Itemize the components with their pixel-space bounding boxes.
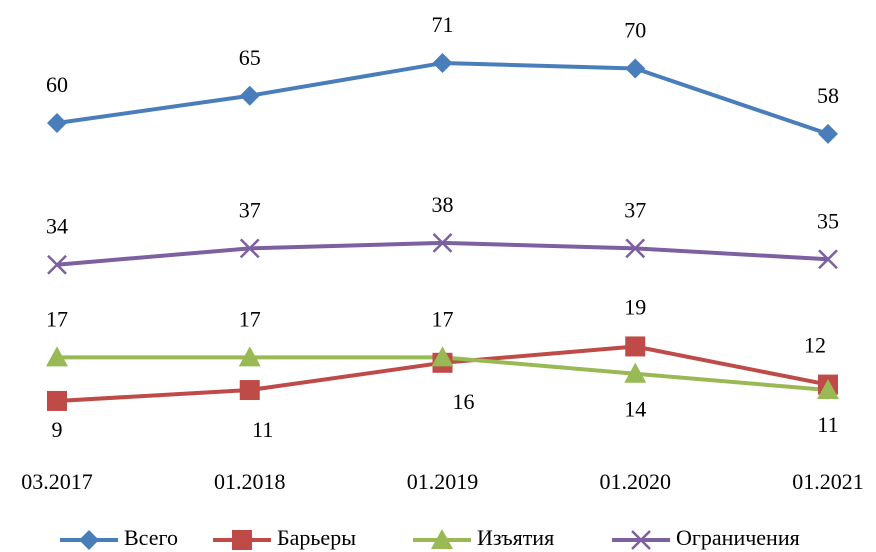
legend-label: Изъятия [477, 525, 554, 550]
series-line [56, 61, 829, 136]
data-label: 17 [46, 306, 68, 331]
x-tick-label: 03.2017 [21, 469, 93, 494]
data-label: 17 [432, 306, 454, 331]
data-point [432, 233, 453, 253]
data-point [431, 346, 454, 367]
data-label: 37 [624, 197, 646, 222]
data-point [818, 123, 838, 144]
data-point [818, 249, 838, 270]
x-tick-label: 01.2021 [792, 469, 864, 494]
x-tick-label: 01.2018 [214, 469, 286, 494]
data-label: 58 [817, 83, 839, 108]
data-label: 12 [804, 333, 826, 358]
data-label: 71 [432, 12, 454, 37]
data-point [239, 238, 260, 259]
data-point [817, 379, 839, 400]
data-point [47, 390, 67, 411]
data-point [47, 254, 67, 275]
data-label: 65 [239, 45, 261, 70]
x-tick-label: 01.2020 [600, 469, 672, 494]
data-label: 16 [453, 389, 475, 414]
data-point [239, 380, 260, 401]
legend-marker [631, 530, 651, 550]
legend-marker [79, 530, 99, 550]
legend-marker [232, 530, 252, 550]
data-point [46, 346, 68, 367]
data-label: 70 [624, 18, 646, 43]
series-line [56, 240, 829, 267]
data-label: 14 [624, 397, 646, 422]
data-label: 37 [239, 197, 261, 222]
data-point [625, 336, 646, 357]
data-label: 38 [432, 192, 454, 217]
legend-label: Всего [124, 525, 178, 550]
legend-label: Ограничения [676, 525, 800, 550]
data-label: 60 [46, 72, 68, 97]
data-label: 11 [252, 417, 273, 442]
data-label: 19 [624, 294, 646, 319]
data-point [625, 238, 646, 259]
data-point [624, 362, 647, 383]
legend-label: Барьеры [277, 525, 356, 550]
data-label: 34 [46, 214, 68, 239]
data-point [238, 346, 261, 367]
x-tick-label: 01.2019 [407, 469, 479, 494]
data-label: 9 [52, 417, 63, 442]
data-point [239, 85, 260, 106]
data-label: 17 [239, 306, 261, 331]
legend-marker [431, 529, 453, 549]
data-label: 11 [817, 412, 838, 437]
data-label: 35 [817, 208, 839, 233]
data-point [432, 53, 453, 74]
data-point [47, 113, 67, 133]
data-point [625, 58, 646, 79]
